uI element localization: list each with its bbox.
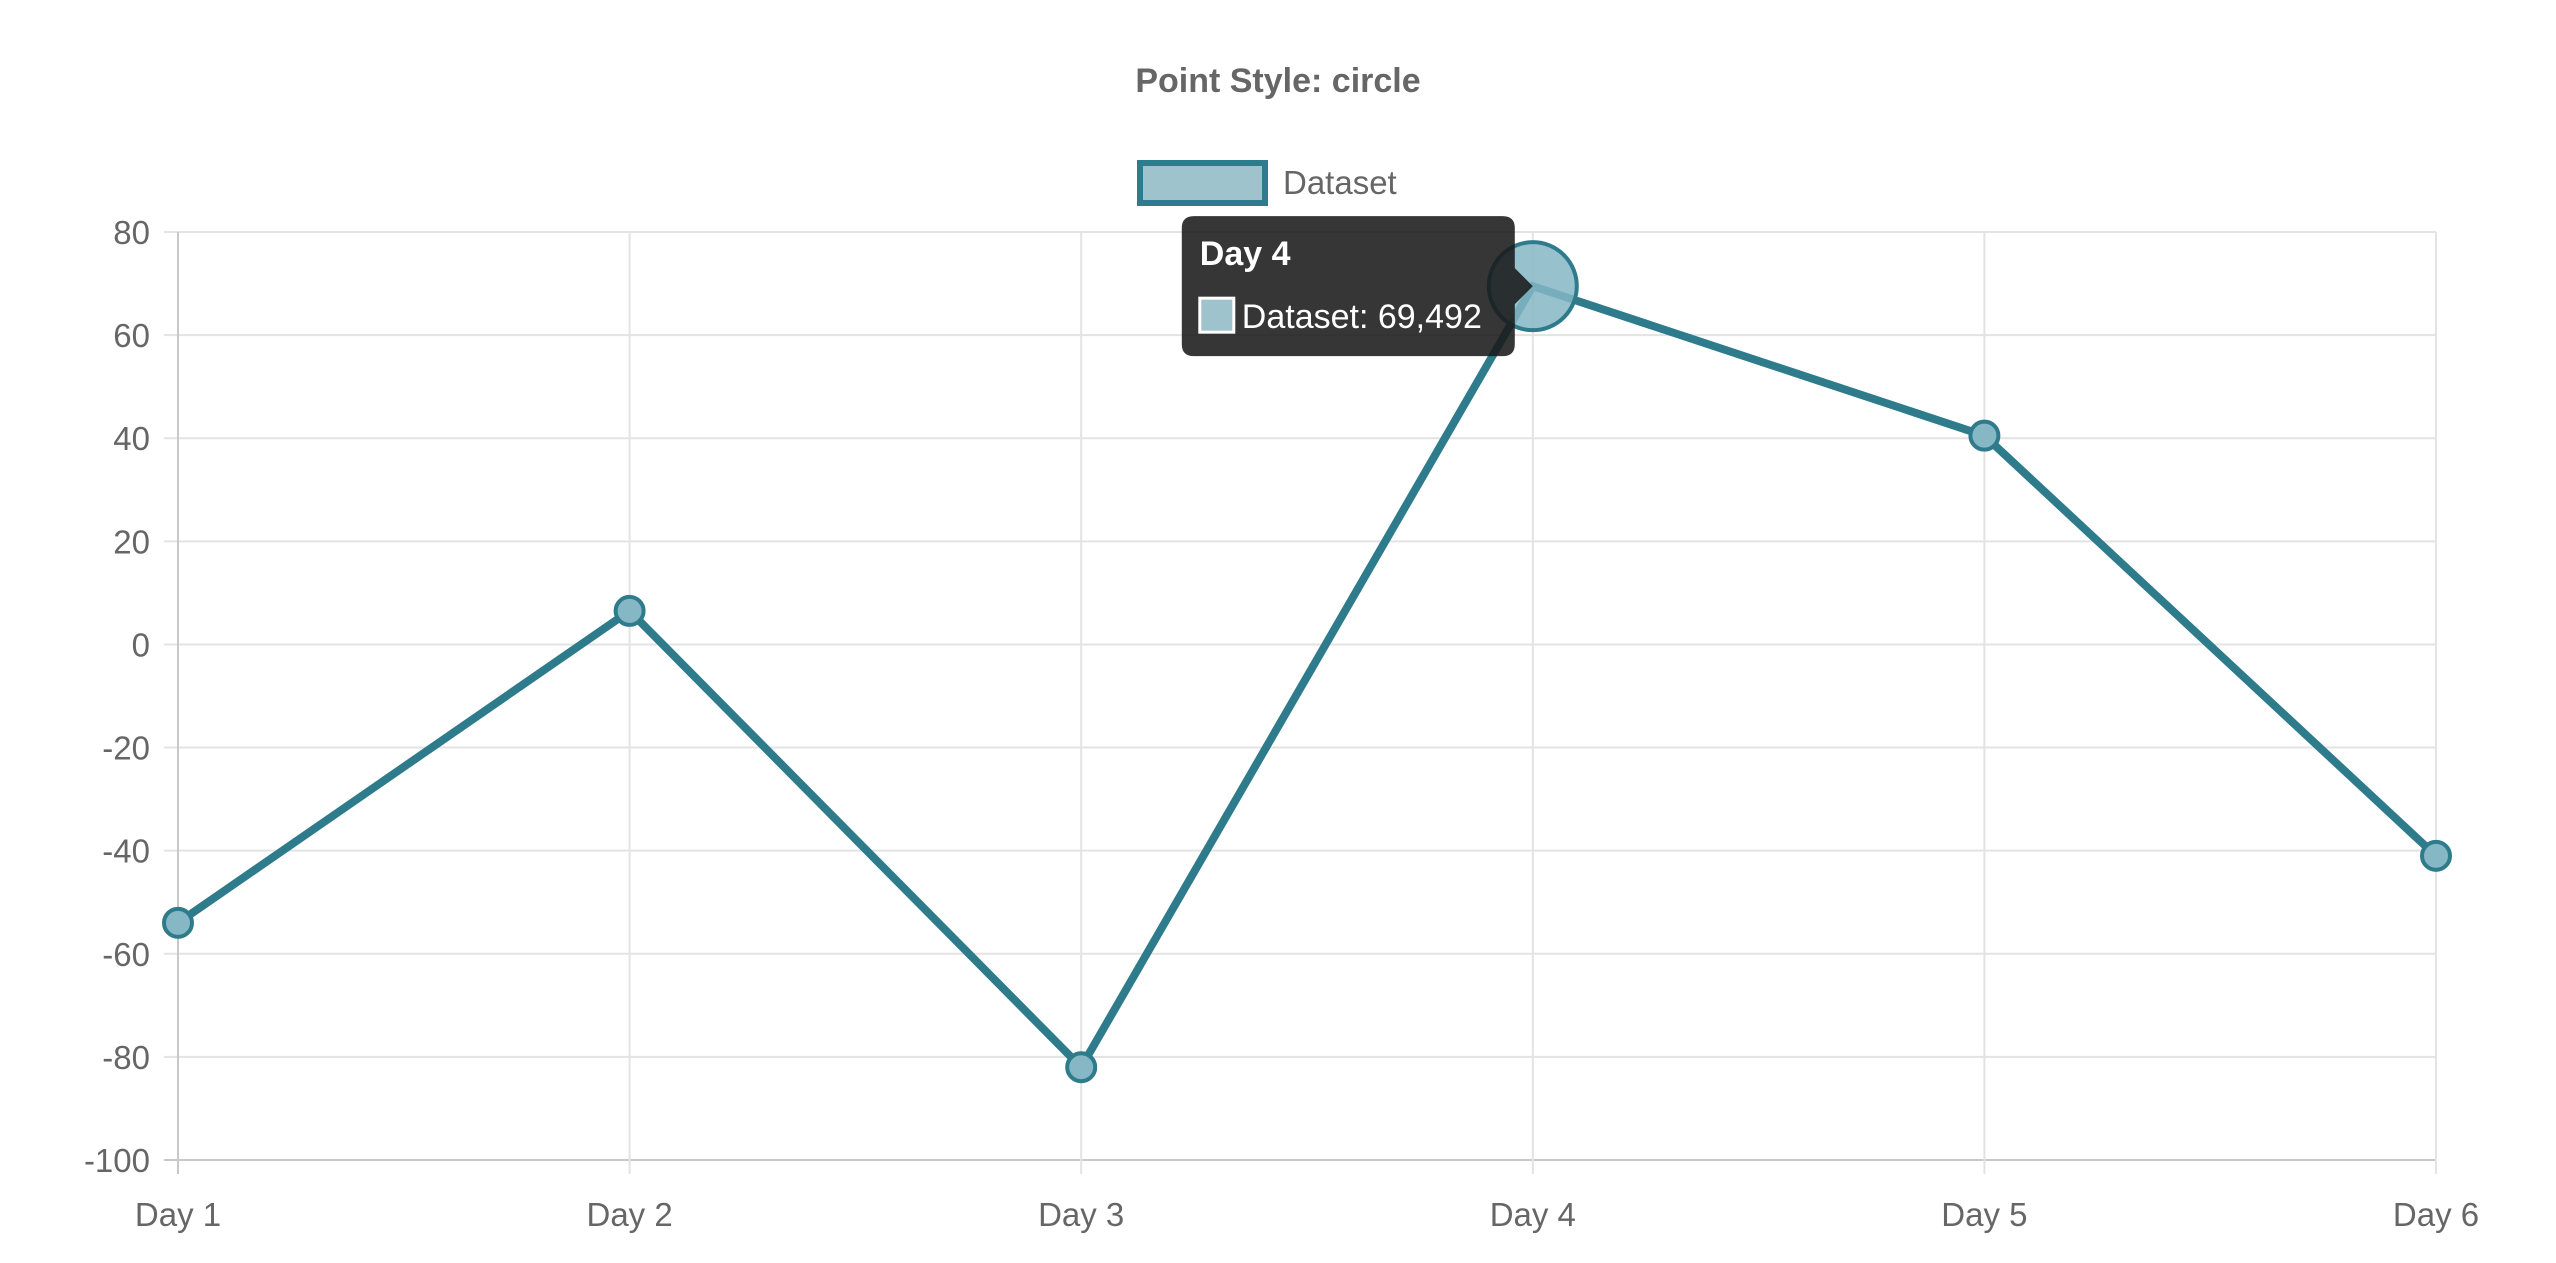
- tooltip-title: Day 4: [1200, 235, 1291, 273]
- y-tick-label: -20: [102, 730, 150, 767]
- series-line-dataset: [175, 281, 2439, 1074]
- y-tick-label: 60: [113, 317, 150, 354]
- y-tick-label: -80: [102, 1039, 150, 1076]
- y-axis-ticks: 80 60 40 20 0 -20 -40 -60 -80 -100: [84, 214, 150, 1179]
- data-point[interactable]: [162, 906, 194, 939]
- tooltip: Day 4 Dataset: 69,492: [1181, 216, 1533, 357]
- x-tick-label: Day 6: [2393, 1196, 2479, 1233]
- data-point[interactable]: [2420, 839, 2452, 872]
- y-tick-label: -60: [102, 936, 150, 973]
- x-tick-label: Day 1: [135, 1196, 221, 1233]
- y-tick-label: 20: [113, 523, 150, 560]
- x-tick-label: Day 2: [586, 1196, 672, 1233]
- y-tick-label: -100: [84, 1142, 150, 1179]
- data-point[interactable]: [1968, 419, 2001, 452]
- series-dataset: [175, 281, 2439, 1074]
- tooltip-label: Dataset: 69,492: [1242, 298, 1482, 336]
- legend-swatch-dataset[interactable]: [1137, 160, 1268, 206]
- tooltip-color-swatch: [1198, 296, 1236, 334]
- y-tick-label: 80: [113, 214, 150, 251]
- y-tick-label: 40: [113, 420, 150, 457]
- data-point[interactable]: [613, 594, 646, 627]
- y-tick-label: 0: [132, 626, 150, 663]
- x-axis-ticks: Day 1 Day 2 Day 3 Day 4 Day 5 Day 6: [135, 1196, 2479, 1233]
- y-tick-label: -40: [102, 833, 150, 870]
- legend-label-dataset[interactable]: Dataset: [1283, 164, 1397, 201]
- legend[interactable]: Dataset: [1137, 160, 1397, 206]
- x-tick-label: Day 3: [1038, 1196, 1124, 1233]
- data-point[interactable]: [1065, 1051, 1098, 1084]
- chart-title: Point Style: circle: [1135, 62, 1420, 100]
- x-tick-label: Day 4: [1490, 1196, 1576, 1233]
- grid: [164, 231, 2437, 1174]
- x-tick-label: Day 5: [1941, 1196, 2027, 1233]
- tooltip-background: [1181, 216, 1533, 357]
- series-dataset-points[interactable]: [162, 240, 2452, 1084]
